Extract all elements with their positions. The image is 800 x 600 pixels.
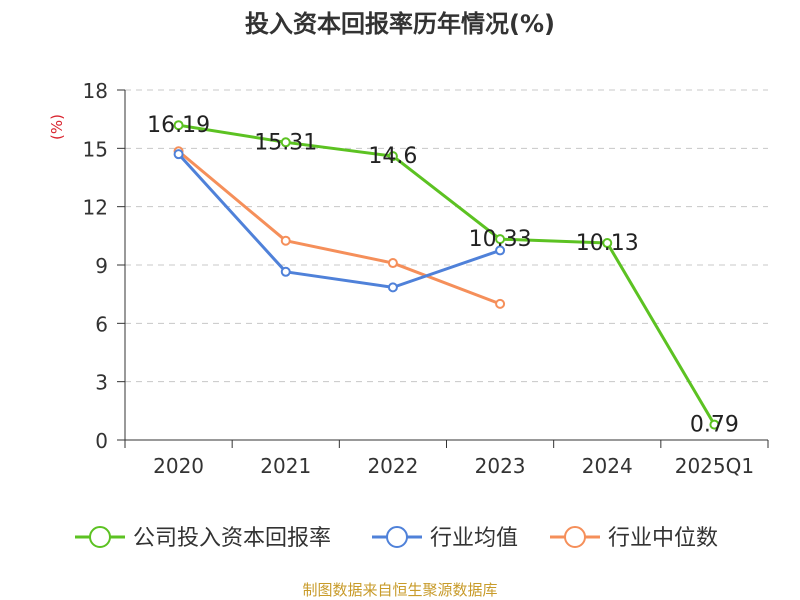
- data-label: 10.13: [576, 231, 639, 256]
- legend-marker-icon: [89, 526, 111, 548]
- legend[interactable]: 公司投入资本回报率 行业均值 行业中位数: [75, 526, 718, 551]
- data-label: 14.6: [368, 144, 417, 169]
- axes: 0 3 6 9 12 15 18 2020 2021 2022 2023 2024 2025Q1: [83, 79, 769, 478]
- y-tick-label: 18: [83, 79, 108, 103]
- x-tick-label: 2023: [475, 454, 526, 478]
- x-tick-label: 2025Q1: [675, 454, 754, 478]
- grid: [125, 89, 768, 383]
- legend-label: 公司投入资本回报率: [133, 526, 331, 551]
- data-label: 15.31: [254, 130, 317, 155]
- x-tick-label: 2022: [367, 454, 418, 478]
- data-label: 0.79: [690, 413, 739, 438]
- data-label: 10.33: [469, 227, 532, 252]
- legend-label: 行业中位数: [608, 526, 718, 551]
- legend-item[interactable]: 行业均值: [372, 526, 518, 551]
- y-tick-label: 15: [83, 137, 108, 161]
- legend-item[interactable]: 行业中位数: [550, 526, 718, 551]
- y-tick-label: 6: [95, 312, 108, 336]
- data-point[interactable]: [495, 298, 506, 309]
- data-label: 16.19: [147, 113, 210, 138]
- legend-label: 行业均值: [430, 526, 518, 551]
- y-tick-label: 12: [83, 196, 108, 220]
- data-point[interactable]: [387, 151, 398, 162]
- y-tick-label: 0: [95, 429, 108, 453]
- x-tick-label: 2021: [260, 454, 311, 478]
- data-labels: 16.19 15.31 14.6 10.33 10.13 0.79: [147, 113, 739, 437]
- data-point[interactable]: [280, 137, 291, 148]
- data-point[interactable]: [495, 234, 506, 245]
- y-tick-label: 9: [95, 254, 108, 278]
- data-point[interactable]: [495, 245, 506, 256]
- legend-item[interactable]: 公司投入资本回报率: [75, 526, 331, 551]
- x-tick-label: 2024: [582, 454, 633, 478]
- data-point[interactable]: [602, 238, 613, 249]
- chart-title: 投入资本回报率历年情况(%): [245, 10, 555, 38]
- data-point[interactable]: [387, 282, 398, 293]
- data-point[interactable]: [387, 258, 398, 269]
- data-point[interactable]: [173, 149, 184, 160]
- data-point[interactable]: [173, 120, 184, 131]
- legend-marker-icon: [386, 526, 408, 548]
- series-line: [177, 153, 501, 289]
- series-line: [177, 150, 501, 306]
- data-point[interactable]: [280, 266, 291, 277]
- series: [173, 120, 720, 430]
- y-axis-unit-label: (%): [48, 114, 66, 140]
- y-tick-label: 3: [95, 371, 108, 395]
- x-tick-label: 2020: [153, 454, 204, 478]
- source-footer: 制图数据来自恒生聚源数据库: [302, 581, 497, 599]
- data-point[interactable]: [709, 419, 720, 430]
- series-line: [178, 123, 716, 426]
- legend-marker-icon: [564, 526, 586, 548]
- data-point[interactable]: [280, 235, 291, 246]
